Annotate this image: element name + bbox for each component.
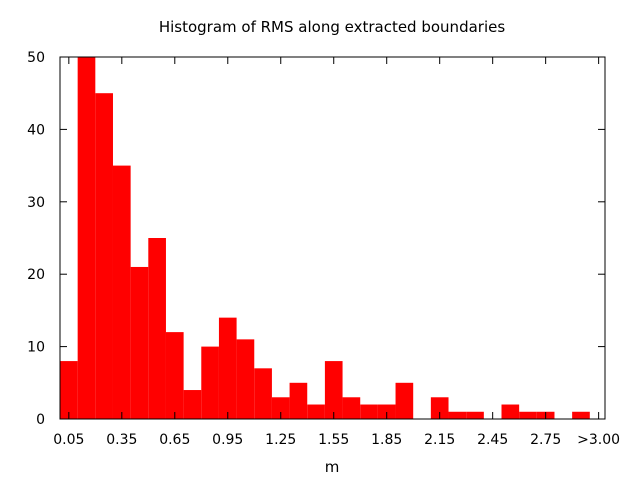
y-tick-label: 0 <box>36 412 45 428</box>
bars-layer: 0.05: 80.15: 500.25: 450.35: 350.45: 210… <box>60 57 590 419</box>
histogram-bar: 1.15: 7 <box>254 368 272 419</box>
histogram-bar: 0.35: 35 <box>112 165 131 419</box>
x-tick-label: 1.85 <box>371 432 402 448</box>
histogram-bar: 1.35: 5 <box>289 382 308 419</box>
histogram-bar: 0.75: 4 <box>183 390 202 419</box>
histogram-bar: 1.05: 11 <box>236 339 255 419</box>
histogram-bar: 0.95: 14 <box>218 317 237 419</box>
x-tick-label: 1.25 <box>265 432 296 448</box>
histogram-bar: 0.45: 21 <box>130 266 149 419</box>
x-tick-label: 0.35 <box>106 432 137 448</box>
y-tick-label: 20 <box>27 267 45 283</box>
histogram-bar: 1.25: 3 <box>271 397 290 419</box>
histogram-bar: 0.85: 10 <box>201 346 219 419</box>
y-tick-label: 30 <box>27 195 45 211</box>
y-tick-label: 40 <box>27 122 45 138</box>
ticks-layer: 0 10 20 30 40 50 0.05 0.35 0.65 0.95 1.25 1.55 1.85 2… <box>27 50 620 448</box>
histogram-bar: 1.75: 2 <box>360 404 378 419</box>
histogram-bar: 2.95: 1 <box>572 411 590 419</box>
histogram-bar: 1.55: 8 <box>324 361 343 419</box>
chart-title: Histogram of RMS along extracted boundar… <box>159 18 506 36</box>
x-tick-label: 2.45 <box>477 432 508 448</box>
x-tick-label: >3.00 <box>577 432 620 448</box>
histogram-bar: 1.45: 2 <box>307 404 325 419</box>
y-tick-label: 50 <box>27 50 45 66</box>
x-tick-label: 1.55 <box>318 432 349 448</box>
histogram-bar: 0.55: 25 <box>148 238 166 419</box>
histogram-bar: 1.65: 3 <box>342 397 361 419</box>
histogram-bar: 2.15: 3 <box>430 397 449 419</box>
x-tick-label: 2.75 <box>530 432 561 448</box>
histogram-bar: 0.65: 12 <box>165 332 184 419</box>
x-tick-label: 0.65 <box>159 432 190 448</box>
y-tick-label: 10 <box>27 340 45 356</box>
x-tick-label: 0.05 <box>53 432 84 448</box>
histogram-bar: 2.65: 1 <box>519 411 537 419</box>
histogram-bar: 0.25: 45 <box>95 93 113 419</box>
x-tick-label: 2.15 <box>424 432 455 448</box>
histogram-bar: 1.95: 5 <box>395 382 414 419</box>
histogram-bar: 1.85: 2 <box>377 404 396 419</box>
histogram-bar: 2.25: 1 <box>448 411 467 419</box>
histogram-bar: 0.15: 50 <box>77 57 96 419</box>
histogram-bar: 0.05: 8 <box>60 361 78 419</box>
histogram-bar: 2.55: 2 <box>501 404 520 419</box>
histogram-bar: 2.35: 1 <box>466 411 484 419</box>
x-tick-label: 0.95 <box>212 432 243 448</box>
x-axis-label: m <box>325 458 340 476</box>
plot-frame <box>59 56 606 420</box>
